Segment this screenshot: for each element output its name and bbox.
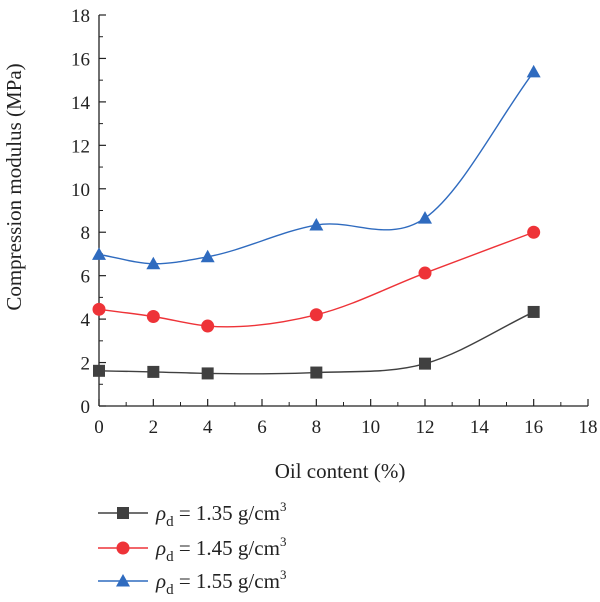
legend-item: ρd = 1.45 g/cm3 <box>98 534 286 565</box>
data-point-square <box>310 366 323 379</box>
y-tick-label: 18 <box>71 6 90 27</box>
legend-sup: 3 <box>280 567 287 582</box>
data-point-circle <box>418 266 432 280</box>
data-point-square <box>201 367 214 380</box>
data-point-square <box>93 364 105 377</box>
x-tick-label: 2 <box>149 417 159 438</box>
legend-value: = 1.55 g/cm <box>174 569 280 593</box>
series-square <box>93 305 540 380</box>
x-tick-label: 4 <box>203 417 213 438</box>
data-point-circle <box>146 310 160 324</box>
x-tick-label: 12 <box>416 417 435 438</box>
legend-item: ρd = 1.35 g/cm3 <box>98 499 286 530</box>
legend-marker-square <box>117 507 129 519</box>
y-tick-label: 14 <box>71 93 91 114</box>
legend-value: = 1.45 g/cm <box>174 536 280 560</box>
x-tick-label: 16 <box>524 417 543 438</box>
series-triangle <box>92 64 541 270</box>
data-point-square <box>527 305 540 318</box>
legend-rho: ρ <box>155 501 166 525</box>
y-tick-label: 16 <box>71 49 90 70</box>
series-layer <box>92 64 541 380</box>
x-axis-label: Oil content (%) <box>275 459 406 483</box>
series-line <box>98 71 535 265</box>
y-tick-label: 0 <box>81 397 91 418</box>
data-point-circle <box>527 225 541 239</box>
data-point-triangle <box>418 211 432 224</box>
series-circle <box>92 225 541 333</box>
x-tick-label: 18 <box>579 417 598 438</box>
y-tick-label: 12 <box>71 136 90 157</box>
axes: 0 2 4 6 8 10 12 14 16 18 0 2 4 6 8 10 12 14 16 18 <box>71 6 598 438</box>
data-point-triangle <box>526 64 541 78</box>
data-point-triangle <box>146 256 161 270</box>
legend-item: ρd = 1.55 g/cm3 <box>98 567 286 598</box>
data-point-triangle <box>309 218 324 231</box>
legend-label: ρd = 1.35 g/cm3 <box>155 499 286 530</box>
legend-sub: d <box>166 514 174 530</box>
data-point-circle <box>309 308 323 322</box>
legend-value: = 1.35 g/cm <box>174 501 280 525</box>
legend-marker-triangle <box>116 574 130 587</box>
legend-label: ρd = 1.45 g/cm3 <box>155 534 286 565</box>
x-tick-label: 8 <box>312 417 322 438</box>
data-point-triangle <box>92 247 106 260</box>
y-tick-label: 10 <box>71 180 90 201</box>
data-point-circle <box>92 302 106 316</box>
legend-sup: 3 <box>280 499 287 514</box>
legend-rho: ρ <box>155 536 166 560</box>
y-tick-label: 8 <box>81 223 91 244</box>
legend-rho: ρ <box>155 569 166 593</box>
data-point-square <box>419 357 431 370</box>
y-tick-label: 6 <box>81 267 91 288</box>
x-tick-label: 6 <box>257 417 267 438</box>
data-point-square <box>147 365 160 378</box>
data-point-circle <box>201 319 215 333</box>
x-tick-label: 0 <box>94 417 104 438</box>
legend-marker-circle <box>116 541 130 555</box>
legend-sup: 3 <box>280 534 287 549</box>
x-tick-label: 10 <box>361 417 380 438</box>
legend-sub: d <box>166 582 174 598</box>
data-point-triangle <box>200 249 215 263</box>
y-tick-label: 4 <box>81 310 91 331</box>
y-tick-label: 2 <box>81 354 91 375</box>
y-axis-label: Compression modulus (MPa) <box>2 63 26 310</box>
legend-label: ρd = 1.55 g/cm3 <box>155 567 286 598</box>
x-tick-label: 14 <box>470 417 490 438</box>
legend-sub: d <box>166 549 174 565</box>
